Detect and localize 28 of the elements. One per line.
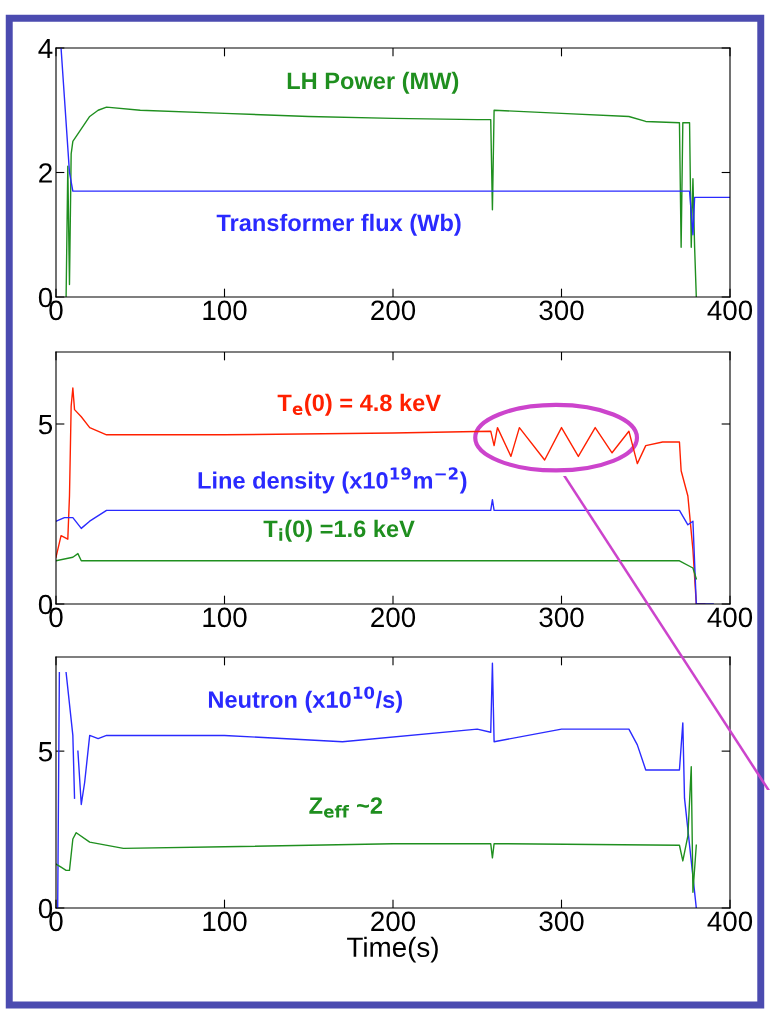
y-tick-label: 2 (39, 163, 52, 183)
line-series (56, 766, 697, 894)
series-label: LH Power (MW) (287, 71, 459, 94)
series-label: Transformer flux (Wb) (216, 213, 461, 236)
x-tick-label: 200 (371, 911, 416, 932)
x-tick-label: 100 (203, 300, 247, 321)
x-tick-label: 300 (539, 300, 584, 321)
x-tick-label: 400 (707, 911, 753, 932)
x-tick-label: 300 (539, 911, 584, 932)
x-tick-label: 100 (203, 911, 247, 932)
y-tick-label: 5 (38, 414, 53, 435)
x-tick-label: 100 (203, 607, 247, 628)
line-series (65, 106, 697, 297)
x-tick-label: 400 (707, 607, 753, 628)
x-axis-title: Time(s) (347, 936, 438, 963)
line-series (56, 552, 697, 580)
y-tick-label: 4 (38, 38, 53, 59)
x-tick-label: 300 (539, 607, 584, 628)
series-label: Neutron (x10$^{10}$/s) (208, 686, 402, 713)
series-label: T$_{e}$(0) = 4.8 keV (277, 393, 441, 416)
series-label: Line density (x10$^{19}$m$^{−2}$) (198, 467, 467, 494)
y-tick-label: 5 (38, 742, 53, 762)
line-series (60, 48, 730, 236)
x-tick-label: 200 (371, 607, 416, 628)
x-tick-label: 400 (707, 300, 753, 321)
series-label: Z$_{eff}$ ~2 (309, 797, 383, 818)
series-label: T$_{i}$(0) =1.6 keV (263, 519, 415, 542)
x-tick-label: 200 (371, 300, 416, 321)
